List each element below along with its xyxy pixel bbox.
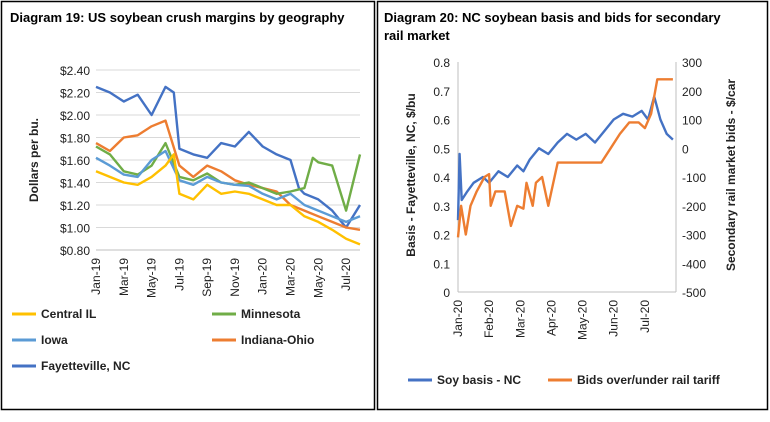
chart-2-x-tick-label: Jun-20 [607, 300, 621, 337]
chart-2-right-y-tick-label: -100 [682, 171, 706, 185]
chart-2-legend-label: Soy basis - NC [437, 373, 521, 387]
chart-1-y-tick-label: $0.80 [60, 244, 90, 258]
chart-1-y-ticks: $0.80 $1.00 $1.20 $1.40 $1.60 $1.80 $2.00 $2.20… [60, 64, 90, 258]
chart-1-legend-label: Iowa [41, 333, 68, 347]
chart-1-x-tick-label: Mar-19 [117, 258, 131, 296]
chart-1-legend-label: Minnesota [241, 307, 301, 321]
chart-2-left-y-tick-label: 0.5 [433, 142, 450, 156]
chart-1-series-line-central-il [95, 153, 361, 246]
chart-2-series-line-bids [456, 78, 673, 238]
chart-2-ylabel-right: Secondary rail market bids - $/car [724, 79, 738, 271]
chart-2-x-tick-label: Jan-20 [451, 300, 465, 337]
chart-2-left-y-tick-label: 0.1 [433, 257, 450, 271]
chart-1-x-tick-label: Jul-19 [172, 258, 186, 291]
chart-2-left-y-tick-label: 0.8 [433, 56, 450, 70]
chart-2-right-y-tick-label: -200 [682, 200, 706, 214]
chart-1-y-tick-label: $2.00 [60, 109, 90, 123]
chart-2-x-tick-label: Jul-20 [638, 300, 652, 333]
chart-1-x-tick-label: May-19 [145, 258, 159, 298]
chart-2-axes [457, 62, 677, 293]
chart-1-legend-label: Central IL [41, 307, 96, 321]
chart-1-border [0, 0, 376, 411]
chart-2-left-y-tick-label: 0.7 [433, 85, 450, 99]
chart-2-right-y-tick-label: -400 [682, 257, 706, 271]
chart-1-y-tick-label: $2.20 [60, 87, 90, 101]
chart-1-x-tick-label: Jan-20 [256, 258, 270, 295]
chart-2-legend-label: Bids over/under rail tariff [577, 373, 721, 387]
chart-2-right-y-tick-label: -500 [682, 286, 706, 300]
chart-2-left-y-tick-label: 0.2 [433, 229, 450, 243]
chart-1-x-tick-label: May-20 [311, 258, 325, 298]
chart-1-x-tick-label: Jan-19 [89, 258, 103, 295]
chart-2-series-line-soy-basis [456, 95, 674, 221]
chart-2-left-y-tick-label: 0.6 [433, 114, 450, 128]
chart-1-x-tick-label: Jul-20 [339, 258, 353, 291]
chart-1-x-tick-label: Mar-20 [284, 258, 298, 296]
chart-2-left-y-ticks: 0 0.1 0.2 0.3 0.4 0.5 0.6 0.7 0.8 [433, 56, 450, 300]
chart-1-y-tick-label: $1.00 [60, 222, 90, 236]
chart-1-series-line-iowa [95, 149, 361, 224]
chart-1-y-tick-label: $2.40 [60, 64, 90, 78]
chart-2-x-tick-label: Mar-20 [513, 300, 527, 338]
chart-1-x-tick-label: Sep-19 [200, 258, 214, 297]
chart-1-series-line-indiana-ohio [95, 119, 361, 231]
chart-2-right-y-ticks: -500 -400 -300 -200 -100 0 100 200 300 [682, 56, 706, 300]
chart-1-series-line-fayetteville [95, 85, 362, 229]
chart-1-series [95, 85, 362, 246]
chart-2-border [376, 0, 769, 411]
chart-2-title-line-1: Diagram 20: NC soybean basis and bids fo… [384, 10, 721, 25]
chart-1-y-tick-label: $1.40 [60, 177, 90, 191]
chart-2-x-tick-label: May-20 [576, 300, 590, 340]
chart-2-right-y-tick-label: -300 [682, 229, 706, 243]
chart-2-ylabel-left: Basis - Fayetteville, NC, $/bu [404, 93, 418, 256]
chart-1-legend: Central IL Minnesota Iowa Indiana-Ohio Fayet… [12, 307, 314, 373]
chart-2-x-ticks: Jan-20 Feb-20 Mar-20 Apr-20 May-20 Jun-20 Jul-… [451, 300, 652, 340]
chart-2-right-y-tick-label: 300 [682, 56, 702, 70]
chart-1-legend-label: Indiana-Ohio [241, 333, 314, 347]
chart-2-right-y-tick-label: 0 [682, 142, 689, 156]
chart-1-ylabel: Dollars per bu. [27, 118, 41, 202]
chart-1-title: Diagram 19: US soybean crush margins by … [10, 10, 345, 25]
chart-1-y-tick-label: $1.80 [60, 132, 90, 146]
chart-2-title-line-2: rail market [384, 28, 450, 43]
chart-2-right-y-tick-label: 200 [682, 85, 702, 99]
chart-1-y-tick-label: $1.60 [60, 154, 90, 168]
chart-2-right-y-tick-label: 100 [682, 114, 702, 128]
chart-1-legend-label: Fayetteville, NC [41, 359, 131, 373]
chart-2-series [456, 78, 674, 238]
chart-2-left-y-tick-label: 0.3 [433, 200, 450, 214]
chart-2-legend: Soy basis - NC Bids over/under rail tarif… [408, 373, 721, 387]
chart-1-x-ticks: Jan-19 Mar-19 May-19 Jul-19 Sep-19 Nov-19 Jan-… [89, 258, 353, 298]
chart-2-left-y-tick-label: 0.4 [433, 171, 450, 185]
chart-1-y-tick-label: $1.20 [60, 199, 90, 213]
chart-2-left-y-tick-label: 0 [443, 286, 450, 300]
chart-2-x-tick-label: Feb-20 [482, 300, 496, 338]
chart-2-x-tick-label: Apr-20 [544, 300, 558, 336]
chart-1-x-tick-label: Nov-19 [228, 258, 242, 297]
